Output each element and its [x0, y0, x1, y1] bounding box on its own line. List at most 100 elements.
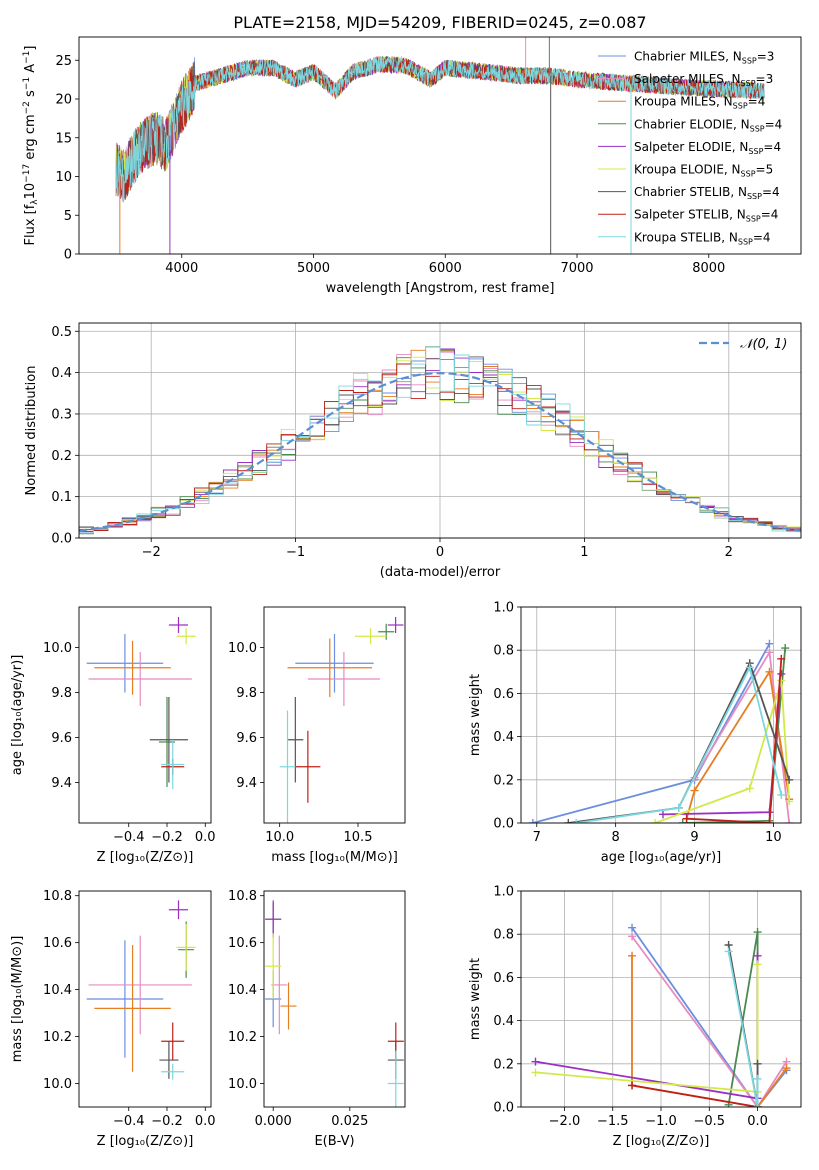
axes-frame: [78, 890, 212, 1108]
y-tick-label: 10.4: [228, 983, 257, 998]
legend-label: Kroupa ELODIE, NSSP=5: [634, 163, 773, 179]
y-axis-label: mass weight: [468, 674, 483, 756]
weight-vs-metallicity-panel: −2.0 −1.5 −1.0 −0.5 0.0 0.0 0.2 0.4 0.6 0.8 1.0 Z […: [468, 885, 802, 1149]
y-tick-label: 10.2: [43, 1030, 72, 1045]
mass-vs-metallicity-panel: −0.4 −0.2 0.0 10.0 10.2 10.4 10.6 10.8 Z [log₁₀(…: [10, 889, 216, 1149]
x-tick-label: 7: [533, 830, 541, 845]
y-tick-label: 0.2: [51, 449, 72, 464]
y-tick-label: 0.4: [493, 1014, 514, 1029]
y-tick-label: 10.2: [228, 1030, 257, 1045]
weight-marker: [782, 1064, 791, 1073]
weight-lines: [531, 923, 791, 1107]
x-tick-label: −0.4: [113, 1114, 145, 1129]
errorbars: [86, 617, 196, 790]
y-tick-label: 0.1: [51, 490, 72, 505]
age-vs-metallicity-panel: −0.4 −0.2 0.0 9.4 9.6 9.8 10.0 Z [log₁₀(Z/Z⊙)] a…: [10, 606, 216, 865]
y-tick-label: 10.0: [228, 641, 257, 656]
y-tick-label: 1.0: [493, 885, 514, 900]
weight-marker: [674, 803, 683, 812]
x-tick-label: 5000: [297, 261, 330, 276]
errorbars: [279, 617, 404, 823]
x-tick-label: −1.0: [645, 1114, 677, 1129]
x-tick-label: 2: [725, 545, 733, 560]
weight-vs-age-panel: 7 8 9 10 0.0 0.2 0.4 0.6 0.8 1.0 age [log₁₀(age/yr…: [468, 601, 802, 865]
x-tick-label: −0.2: [151, 1114, 183, 1129]
weight-marker: [724, 947, 733, 956]
histograms: [79, 346, 801, 536]
y-tick-label: 9.6: [51, 731, 72, 746]
errorbars: [265, 900, 404, 1107]
x-tick-label: 0.0: [195, 1114, 216, 1129]
x-tick-label: 6000: [429, 261, 462, 276]
weight-marker: [658, 810, 667, 819]
legend-label: Salpeter MILES, NSSP=3: [634, 72, 773, 88]
weight-marker: [753, 1059, 762, 1068]
y-tick-label: 0.8: [493, 928, 514, 943]
weight-marker: [765, 648, 774, 657]
x-axis-label: E(B-V): [314, 1134, 354, 1149]
weight-marker: [572, 819, 581, 823]
x-axis-label: (data-model)/error: [380, 565, 501, 580]
x-tick-label: 7000: [560, 261, 593, 276]
legend-label: Salpeter ELODIE, NSSP=4: [634, 140, 781, 156]
legend-label: Kroupa MILES, NSSP=4: [634, 95, 765, 111]
y-tick-label: 10.0: [43, 641, 72, 656]
weight-marker: [628, 1081, 637, 1090]
weight-marker: [765, 667, 774, 676]
weight-lines: [528, 639, 794, 823]
weight-marker: [777, 676, 786, 685]
y-tick-label: 20: [55, 93, 72, 108]
spectrum-lines: [115, 37, 765, 254]
y-axis-label: Flux [fλ10−17 erg cm−2 s−1 A−1]: [22, 46, 40, 246]
x-tick-label: 9: [690, 830, 698, 845]
mass-vs-ebv-panel: 0.000 0.025 10.0 10.2 10.4 10.6 10.8 E(B-V): [228, 889, 406, 1149]
weight-marker: [777, 790, 786, 799]
weight-marker: [781, 644, 790, 653]
weight-marker: [564, 819, 573, 823]
x-axis-label: Z [log₁₀(Z/Z⊙)]: [97, 850, 194, 865]
weight-marker: [753, 951, 762, 960]
y-tick-label: 10.6: [228, 936, 257, 951]
y-tick-label: 15: [55, 131, 72, 146]
y-axis-label: age [log₁₀(age/yr)]: [10, 655, 25, 776]
weight-marker: [628, 932, 637, 941]
x-axis-label: Z [log₁₀(Z/Z⊙)]: [97, 1134, 194, 1149]
y-tick-label: 0.6: [493, 687, 514, 702]
weight-marker: [628, 951, 637, 960]
spectrum-legend: Chabrier MILES, NSSP=3 Salpeter MILES, NS…: [598, 50, 782, 246]
axes-frame: [78, 606, 212, 824]
x-tick-label: −2.0: [549, 1114, 581, 1129]
weight-marker: [765, 639, 774, 648]
y-tick-label: 0.2: [493, 1057, 514, 1072]
normal-curve: [79, 371, 801, 532]
histogram-kroupa-stelib: [79, 346, 801, 535]
y-tick-label: 10.8: [228, 889, 257, 904]
x-tick-label: 0.025: [331, 1114, 368, 1129]
weight-marker: [651, 819, 660, 823]
y-tick-label: 10: [55, 170, 72, 185]
y-tick-label: 9.8: [236, 686, 257, 701]
x-tick-label: −2: [142, 545, 161, 560]
weight-marker: [753, 960, 762, 969]
x-axis-label: mass [log₁₀(M/M⊙)]: [271, 850, 398, 865]
y-tick-label: 10.4: [43, 983, 72, 998]
legend-label: Chabrier ELODIE, NSSP=4: [634, 117, 782, 133]
x-tick-label: 10.5: [344, 830, 373, 845]
weight-marker: [531, 1068, 540, 1077]
weight-line-kroupa-stelib: [576, 664, 783, 823]
weight-line-salpeter-miles: [631, 935, 788, 1107]
y-tick-label: 0.4: [493, 730, 514, 745]
x-axis-label: age [log₁₀(age/yr)]: [601, 850, 722, 865]
y-tick-label: 0: [64, 248, 72, 263]
y-tick-label: 10.0: [228, 1077, 257, 1092]
y-tick-label: 9.4: [236, 776, 257, 791]
y-axis-label: Normed distribution: [24, 366, 39, 496]
x-tick-label: −0.2: [151, 830, 183, 845]
y-tick-label: 0.2: [493, 773, 514, 788]
axes-frame: [78, 36, 802, 255]
weight-marker: [531, 1057, 540, 1066]
y-tick-label: 10.8: [43, 889, 72, 904]
legend-label: Kroupa STELIB, NSSP=4: [634, 230, 771, 246]
weight-marker: [628, 923, 637, 932]
